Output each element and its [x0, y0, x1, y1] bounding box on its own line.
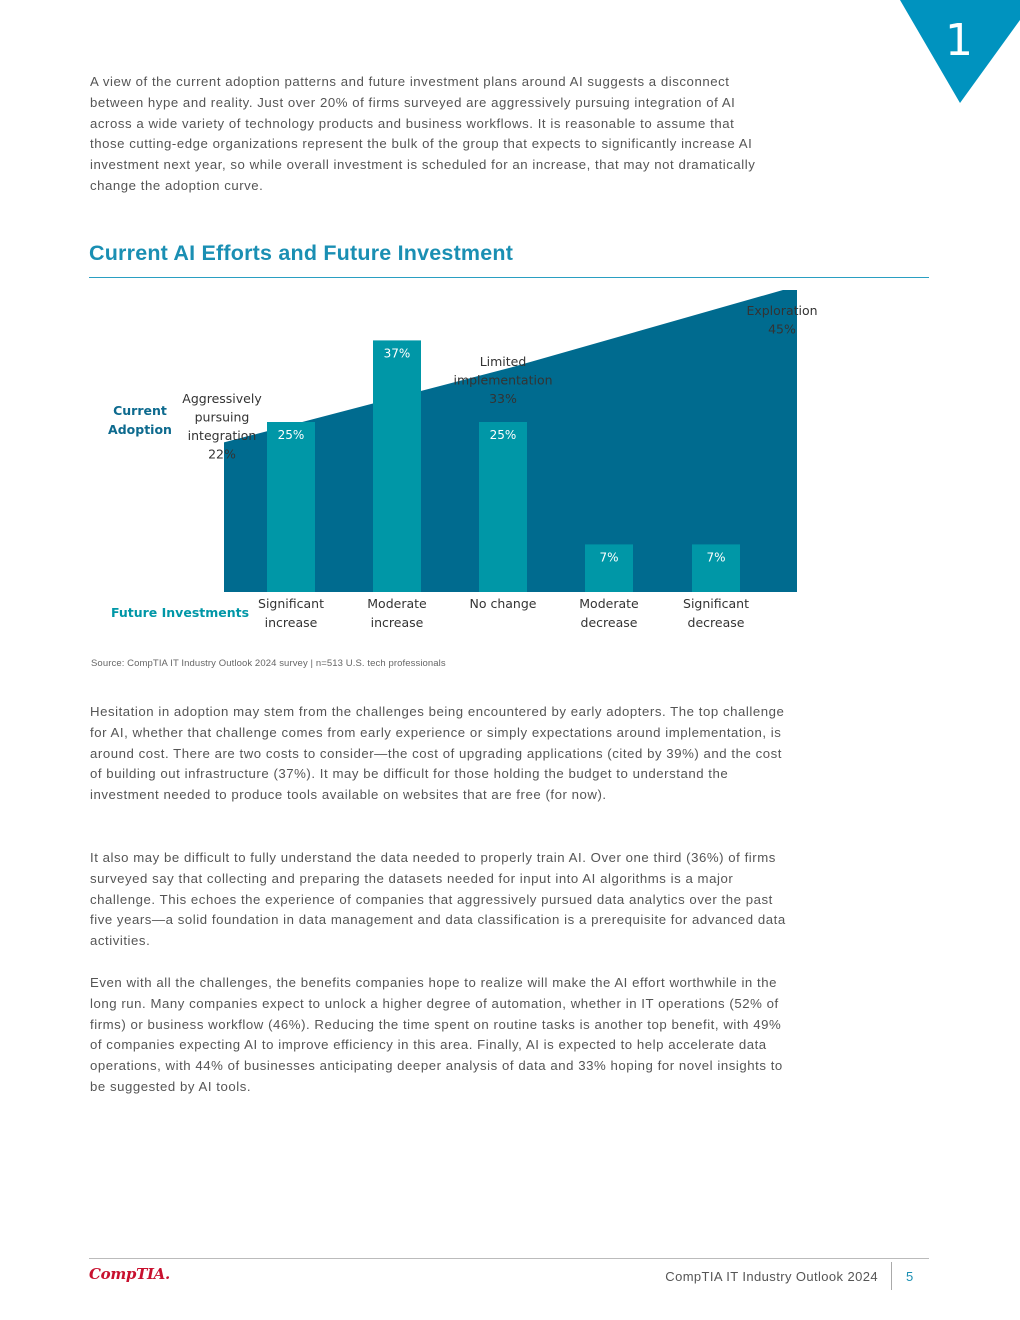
bar-category-label: Moderate increase	[367, 596, 427, 630]
future-investment-bar	[479, 422, 527, 592]
adoption-label-1: Limited implementation 33%	[453, 354, 552, 406]
chapter-tab: 1	[900, 0, 1020, 103]
footer-separator	[891, 1262, 892, 1290]
title-divider	[89, 277, 929, 278]
bar-category-label: Significant increase	[258, 596, 324, 630]
bar-value-label: 7%	[599, 550, 618, 564]
chart-source: Source: CompTIA IT Industry Outlook 2024…	[91, 658, 446, 669]
chapter-tab-triangle	[900, 0, 1020, 103]
comptia-logo: CompTIA.	[89, 1265, 170, 1283]
bar-value-label: 37%	[384, 346, 411, 360]
footer-doc-title: CompTIA IT Industry Outlook 2024	[665, 1269, 878, 1284]
bar-value-label: 25%	[278, 428, 305, 442]
body-paragraph-2: It also may be difficult to fully unders…	[90, 850, 786, 949]
future-investments-row-label: Future Investments	[111, 605, 249, 620]
bar-category-label: No change	[470, 596, 537, 611]
bar-value-label: 25%	[490, 428, 517, 442]
page-number: 5	[906, 1269, 914, 1284]
adoption-label-2: Exploration 45%	[746, 303, 817, 337]
adoption-label-0: Aggressively pursuing integration 22%	[182, 391, 262, 462]
future-investment-bar	[373, 340, 421, 592]
future-investment-bar	[267, 422, 315, 592]
bar-value-label: 7%	[706, 550, 725, 564]
body-paragraph-1: Hesitation in adoption may stem from the…	[90, 704, 785, 803]
future-investment-bar	[692, 544, 740, 592]
bar-category-label: Significant decrease	[683, 596, 749, 630]
footer-divider	[89, 1258, 929, 1259]
future-investment-bar	[585, 544, 633, 592]
bar-category-label: Moderate decrease	[579, 596, 639, 630]
intro-paragraph: A view of the current adoption patterns …	[90, 74, 756, 193]
chapter-number: 1	[945, 15, 973, 66]
body-paragraph-3: Even with all the challenges, the benefi…	[90, 975, 783, 1094]
section-title: Current AI Efforts and Future Investment	[89, 241, 514, 265]
current-adoption-row-label: Current Adoption	[108, 403, 172, 437]
adoption-investment-chart: Aggressively pursuing integration 22% Limite…	[108, 290, 818, 630]
